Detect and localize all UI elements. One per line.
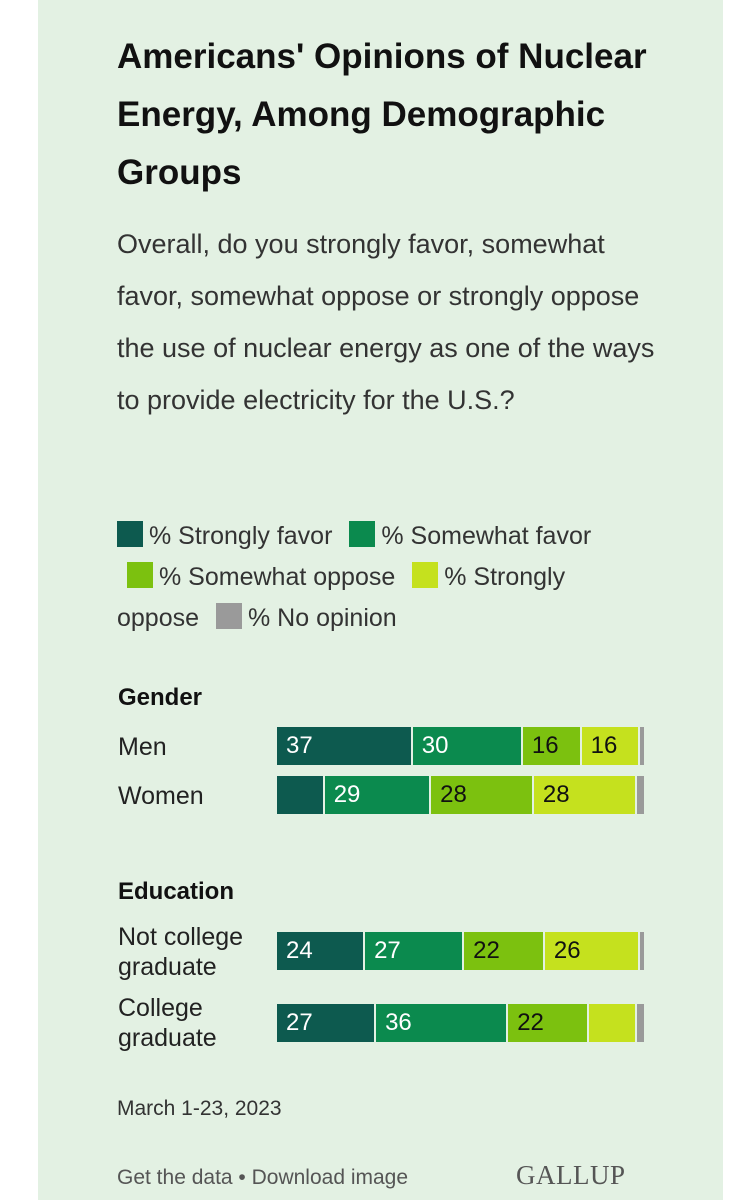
legend-item-somewhat-oppose: % Somewhat oppose — [117, 562, 396, 591]
bar-segment-strongly-oppose: 26 — [544, 932, 641, 970]
legend-label: % Somewhat oppose — [159, 563, 396, 591]
row-label-men: Men — [118, 733, 167, 761]
legend-label: % Strongly favor — [149, 522, 333, 550]
data-label: 16 — [590, 732, 618, 759]
bar-segment-strongly-oppose — [588, 1004, 637, 1042]
bar-college-graduate: 27 36 22 — [277, 1004, 644, 1042]
group-label-education: Education — [118, 878, 235, 905]
bar-segment-somewhat-oppose: 22 — [464, 932, 545, 970]
bar-segment-no-opinion — [636, 776, 644, 814]
row-label-college-graduate: College graduate — [118, 994, 217, 1052]
bar-segment-somewhat-favor: 29 — [324, 776, 432, 814]
legend: % Strongly favor % Somewhat favor % Some… — [117, 516, 597, 639]
legend-label: % No opinion — [247, 604, 397, 632]
legend-item-no-opinion: % No opinion — [206, 603, 397, 632]
legend-item-strongly-oppose: % Strongly oppose — [117, 562, 566, 632]
bar-segment-strongly-favor: 24 — [277, 932, 366, 970]
bar-segment-somewhat-favor: 27 — [365, 932, 465, 970]
data-label: 16 — [531, 732, 559, 759]
footer-links[interactable]: Get the data • Download image — [117, 1166, 409, 1189]
bar-women: 29 28 28 — [277, 776, 644, 814]
bar-men: 37 30 16 16 — [277, 727, 644, 765]
legend-item-strongly-favor: % Strongly favor — [117, 521, 333, 550]
legend-item-somewhat-favor: % Somewhat favor — [339, 521, 592, 550]
data-label: 27 — [286, 1009, 313, 1036]
group-label-gender: Gender — [118, 684, 203, 711]
data-label: 36 — [385, 1009, 412, 1036]
bar-segment-strongly-favor — [277, 776, 325, 814]
legend-label: % Somewhat favor — [381, 522, 592, 550]
legend-swatch — [215, 603, 242, 629]
chart-subtitle: Overall, do you strongly favor, somewhat… — [117, 229, 655, 415]
legend-label: % Strongly oppose — [117, 563, 566, 632]
bar-segment-somewhat-favor: 30 — [412, 727, 523, 765]
gallup-logo: GALLUP — [516, 1160, 626, 1190]
bar-segment-somewhat-favor: 36 — [376, 1004, 509, 1042]
bar-segment-no-opinion — [640, 727, 644, 765]
data-label: 26 — [553, 937, 581, 964]
row-label-women: Women — [118, 782, 204, 810]
chart-title: Americans' Opinions of Nuclear Energy, A… — [117, 37, 647, 192]
legend-swatch — [117, 521, 143, 547]
legend-swatch — [349, 521, 376, 547]
bar-segment-strongly-oppose: 16 — [581, 727, 641, 765]
data-label: 22 — [517, 1009, 544, 1036]
bar-segment-strongly-favor: 27 — [277, 1004, 377, 1042]
data-label: 27 — [374, 937, 401, 964]
data-label: 24 — [286, 937, 313, 964]
survey-date: March 1-23, 2023 — [117, 1097, 282, 1120]
legend-swatch — [412, 562, 439, 588]
data-label: 37 — [286, 732, 313, 759]
bar-segment-somewhat-oppose: 28 — [431, 776, 534, 814]
bar-segment-strongly-favor: 37 — [277, 727, 413, 765]
chart-card — [38, 0, 723, 1200]
data-label: 29 — [333, 781, 361, 808]
bar-segment-strongly-oppose: 28 — [533, 776, 637, 814]
data-label: 28 — [542, 781, 570, 808]
legend-swatch — [127, 562, 153, 588]
row-label-not-college-graduate: Not college graduate — [118, 923, 244, 981]
data-label: 22 — [473, 937, 500, 964]
bar-segment-somewhat-oppose: 16 — [522, 727, 582, 765]
data-label: 30 — [421, 732, 449, 759]
bar-segment-somewhat-oppose: 22 — [508, 1004, 589, 1042]
data-label: 28 — [440, 781, 467, 808]
bar-not-college-graduate: 24 27 22 26 — [277, 932, 644, 970]
bar-segment-no-opinion — [636, 1004, 644, 1042]
bar-segment-no-opinion — [640, 932, 644, 970]
